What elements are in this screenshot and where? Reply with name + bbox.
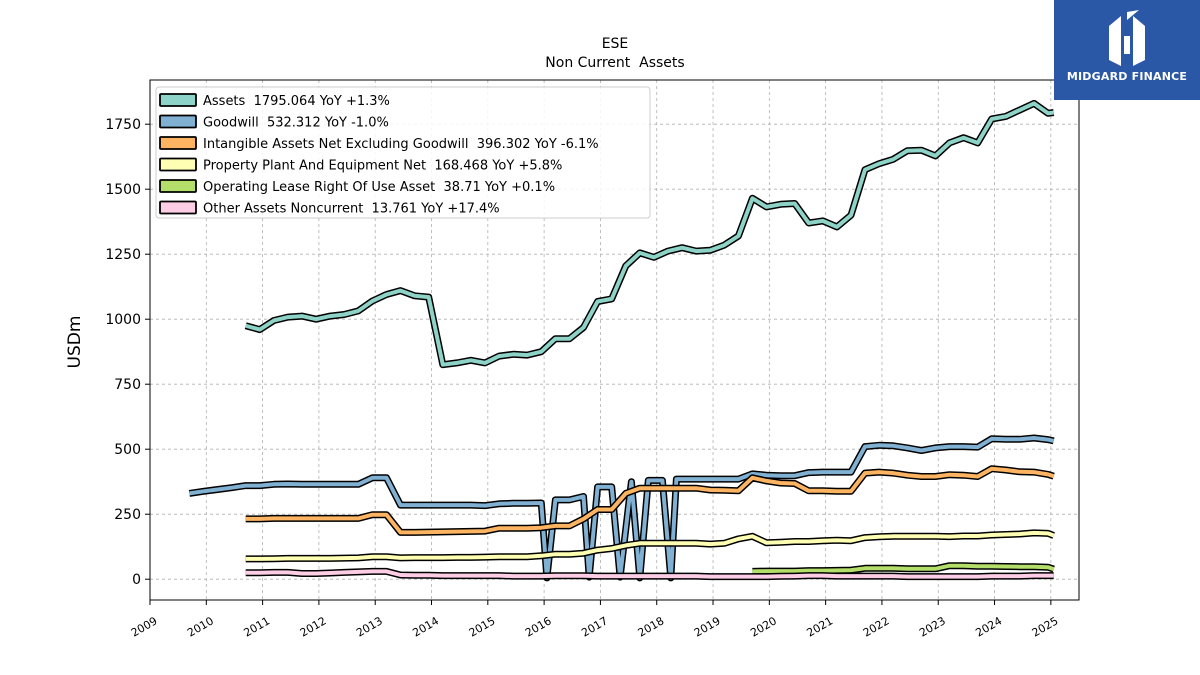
- chart-subtitle: Non Current Assets: [545, 55, 684, 71]
- y-tick-label: 500: [114, 442, 141, 458]
- series-line: [245, 466, 1055, 535]
- x-tick-label: 2023: [917, 614, 948, 639]
- legend-label: Operating Lease Right Of Use Asset 38.71…: [203, 180, 555, 195]
- legend-swatch: [159, 200, 197, 215]
- legend-swatch: [159, 136, 197, 150]
- x-tick-label: 2016: [523, 614, 554, 639]
- x-tick-label: 2017: [579, 614, 610, 639]
- plot-frame: [149, 79, 1080, 601]
- legend-swatch: [159, 157, 197, 172]
- midgard-finance-logo: MIDGARD FINANCE: [1054, 0, 1200, 100]
- y-axis-label: USDm: [65, 316, 85, 369]
- x-tick-label: 2022: [861, 614, 892, 639]
- series-line: [752, 563, 1055, 574]
- legend: Assets 1795.064 YoY +1.3% Goodwill 532.31…: [155, 86, 651, 219]
- y-tick-label: 1000: [105, 312, 141, 328]
- legend-label: Assets 1795.064 YoY +1.3%: [203, 94, 390, 109]
- y-tick-label: 750: [114, 377, 141, 393]
- y-axis-ticks: 0 250 500 750 1000 1250 1500 1750: [105, 117, 150, 588]
- y-tick-label: 0: [132, 572, 141, 588]
- y-tick-label: 1750: [105, 117, 141, 133]
- y-tick-label: 250: [114, 507, 141, 523]
- series-lines: [188, 99, 1055, 582]
- x-tick-label: 2010: [185, 614, 216, 639]
- legend-box: [155, 86, 651, 219]
- x-tick-label: 2015: [467, 614, 498, 639]
- logo-text: MIDGARD FINANCE: [1066, 70, 1188, 83]
- x-tick-label: 2013: [354, 614, 385, 639]
- legend-label: Goodwill 532.312 YoY -1.0%: [203, 116, 389, 131]
- x-axis-ticks: 2009 2010 2011 2012 2013 2014 2015 2016 2017 2018…: [129, 600, 1061, 640]
- x-tick-label: 2025: [1030, 614, 1061, 639]
- legend-swatch: [159, 93, 197, 107]
- x-tick-label: 2020: [748, 614, 779, 639]
- x-tick-label: 2018: [636, 614, 667, 639]
- x-tick-label: 2021: [805, 614, 836, 639]
- legend-label: Property Plant And Equipment Net 168.468…: [203, 159, 562, 174]
- x-tick-label: 2014: [410, 614, 441, 639]
- x-tick-label: 2012: [298, 614, 329, 639]
- x-tick-label: 2019: [692, 614, 723, 639]
- x-tick-label: 2009: [129, 614, 160, 639]
- series-line: [245, 101, 1054, 367]
- legend-label: Other Assets Noncurrent 13.761 YoY +17.4…: [203, 202, 500, 217]
- legend-swatch: [159, 179, 197, 193]
- x-tick-label: 2011: [241, 614, 272, 639]
- y-tick-label: 1250: [105, 247, 141, 263]
- chart-title: ESE: [602, 36, 629, 52]
- series-line: [245, 530, 1055, 561]
- legend-swatch: [159, 114, 197, 129]
- y-tick-label: 1500: [105, 182, 141, 198]
- midgard-logo-icon: [1109, 10, 1145, 66]
- legend-label: Intangible Assets Net Excluding Goodwill…: [203, 137, 599, 152]
- x-tick-label: 2024: [973, 614, 1004, 639]
- series-line: [245, 569, 1054, 579]
